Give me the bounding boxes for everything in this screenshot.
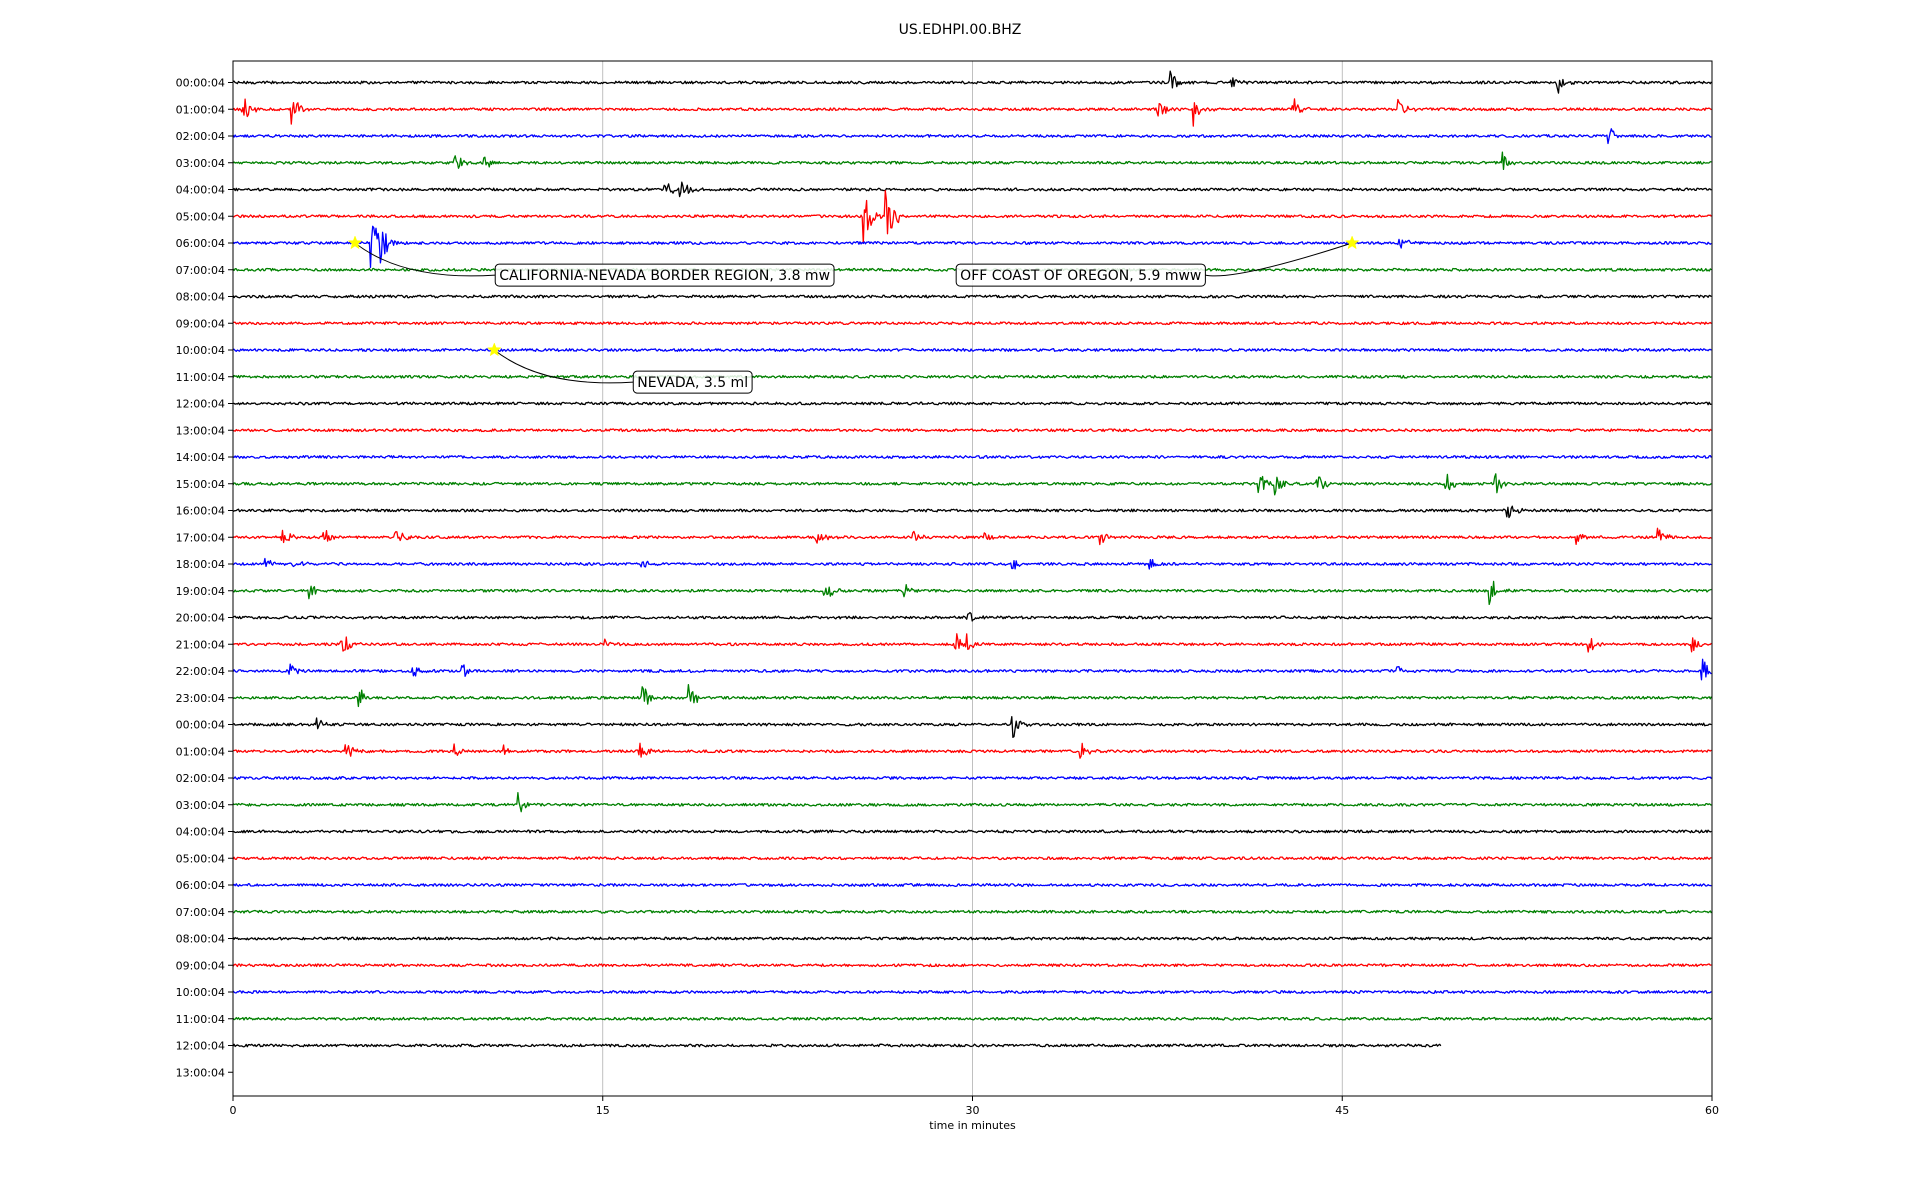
y-tick-label-22: 22:00:04 <box>176 665 225 678</box>
y-tick-label-18: 18:00:04 <box>176 558 225 571</box>
annotation-box-1 <box>955 263 1206 287</box>
x-tick-label-60: 60 <box>1705 1104 1719 1117</box>
y-tick-label-35: 11:00:04 <box>176 1013 225 1026</box>
trace-29 <box>232 856 1712 861</box>
trace-31 <box>232 909 1712 914</box>
y-tick-label-2: 02:00:04 <box>176 130 225 143</box>
y-tick-label-23: 23:00:04 <box>176 692 225 705</box>
trace-20 <box>232 611 1712 622</box>
trace-6 <box>232 225 1712 269</box>
trace-22 <box>232 658 1712 681</box>
trace-10 <box>232 348 1712 352</box>
annotation-box-2 <box>632 370 753 394</box>
trace-0 <box>232 70 1712 94</box>
trace-27 <box>232 792 1712 813</box>
event-star-icon-1 <box>1344 235 1360 250</box>
trace-33 <box>232 963 1712 968</box>
trace-14 <box>232 455 1712 459</box>
event-star-icon-0 <box>347 235 363 250</box>
y-tick-label-27: 03:00:04 <box>176 799 225 812</box>
chart-title: US.EDHPI.00.BHZ <box>898 22 1022 38</box>
y-tick-label-36: 12:00:04 <box>176 1040 225 1053</box>
y-tick-label-28: 04:00:04 <box>176 826 225 839</box>
y-tick-label-24: 00:00:04 <box>176 719 225 732</box>
y-tick-label-26: 02:00:04 <box>176 772 225 785</box>
y-tick-label-37: 13:00:04 <box>176 1066 225 1079</box>
annotation-connector-0 <box>354 242 496 277</box>
trace-19 <box>232 580 1712 606</box>
x-axis-label: time in minutes <box>929 1119 1016 1132</box>
trace-2 <box>232 128 1712 145</box>
annotation-label-0: CALIFORNIA-NEVADA BORDER REGION, 3.8 mw <box>499 268 830 284</box>
trace-18 <box>232 557 1712 570</box>
trace-36 <box>232 1043 1442 1048</box>
y-tick-label-15: 15:00:04 <box>176 478 225 491</box>
annotation-label-1: OFF COAST OF OREGON, 5.9 mww <box>960 268 1201 284</box>
y-tick-label-11: 11:00:04 <box>176 371 225 384</box>
y-tick-label-21: 21:00:04 <box>176 638 225 651</box>
trace-30 <box>232 883 1712 887</box>
y-tick-label-0: 00:00:04 <box>176 77 225 90</box>
y-tick-label-5: 05:00:04 <box>176 210 225 223</box>
y-tick-label-32: 08:00:04 <box>176 933 225 946</box>
event-star-icon-2 <box>486 342 502 357</box>
trace-21 <box>232 633 1712 653</box>
y-tick-label-9: 09:00:04 <box>176 317 225 330</box>
trace-17 <box>232 527 1712 546</box>
y-tick-label-1: 01:00:04 <box>176 103 225 116</box>
y-tick-label-20: 20:00:04 <box>176 612 225 625</box>
y-tick-label-31: 07:00:04 <box>176 906 225 919</box>
trace-23 <box>232 683 1712 708</box>
trace-13 <box>232 428 1712 433</box>
trace-5 <box>232 189 1712 245</box>
trace-25 <box>232 742 1712 759</box>
trace-16 <box>232 505 1712 519</box>
y-tick-label-7: 07:00:04 <box>176 264 225 277</box>
y-tick-label-19: 19:00:04 <box>176 585 225 598</box>
trace-15 <box>232 473 1712 496</box>
x-tick-label-0: 0 <box>230 1104 237 1117</box>
y-tick-label-3: 03:00:04 <box>176 157 225 170</box>
y-tick-label-25: 01:00:04 <box>176 745 225 758</box>
y-tick-label-29: 05:00:04 <box>176 852 225 865</box>
trace-35 <box>232 1016 1712 1021</box>
y-tick-label-6: 06:00:04 <box>176 237 225 250</box>
annotation-connector-1 <box>1205 242 1353 277</box>
trace-26 <box>232 776 1712 780</box>
y-tick-label-10: 10:00:04 <box>176 344 225 357</box>
x-tick-label-30: 30 <box>966 1104 980 1117</box>
trace-11 <box>232 374 1712 379</box>
y-tick-label-34: 10:00:04 <box>176 986 225 999</box>
y-tick-label-30: 06:00:04 <box>176 879 225 892</box>
annotation-box-0 <box>494 263 835 287</box>
trace-3 <box>232 151 1712 171</box>
annotation-connector-2 <box>493 349 634 384</box>
y-tick-label-13: 13:00:04 <box>176 424 225 437</box>
trace-9 <box>232 321 1712 326</box>
trace-8 <box>232 294 1712 299</box>
y-tick-label-17: 17:00:04 <box>176 531 225 544</box>
trace-12 <box>233 401 1712 406</box>
y-tick-label-12: 12:00:04 <box>176 398 225 411</box>
y-tick-label-8: 08:00:04 <box>176 291 225 304</box>
trace-32 <box>232 936 1712 941</box>
y-tick-label-16: 16:00:04 <box>176 505 225 518</box>
y-tick-label-14: 14:00:04 <box>176 451 225 464</box>
trace-1 <box>232 98 1712 127</box>
x-tick-label-15: 15 <box>596 1104 610 1117</box>
y-tick-label-4: 04:00:04 <box>176 184 225 197</box>
trace-28 <box>232 829 1712 834</box>
annotation-label-2: NEVADA, 3.5 ml <box>637 375 748 391</box>
y-tick-label-33: 09:00:04 <box>176 959 225 972</box>
trace-34 <box>232 990 1712 994</box>
trace-4 <box>232 181 1712 198</box>
trace-24 <box>232 716 1712 738</box>
x-tick-label-45: 45 <box>1335 1104 1349 1117</box>
